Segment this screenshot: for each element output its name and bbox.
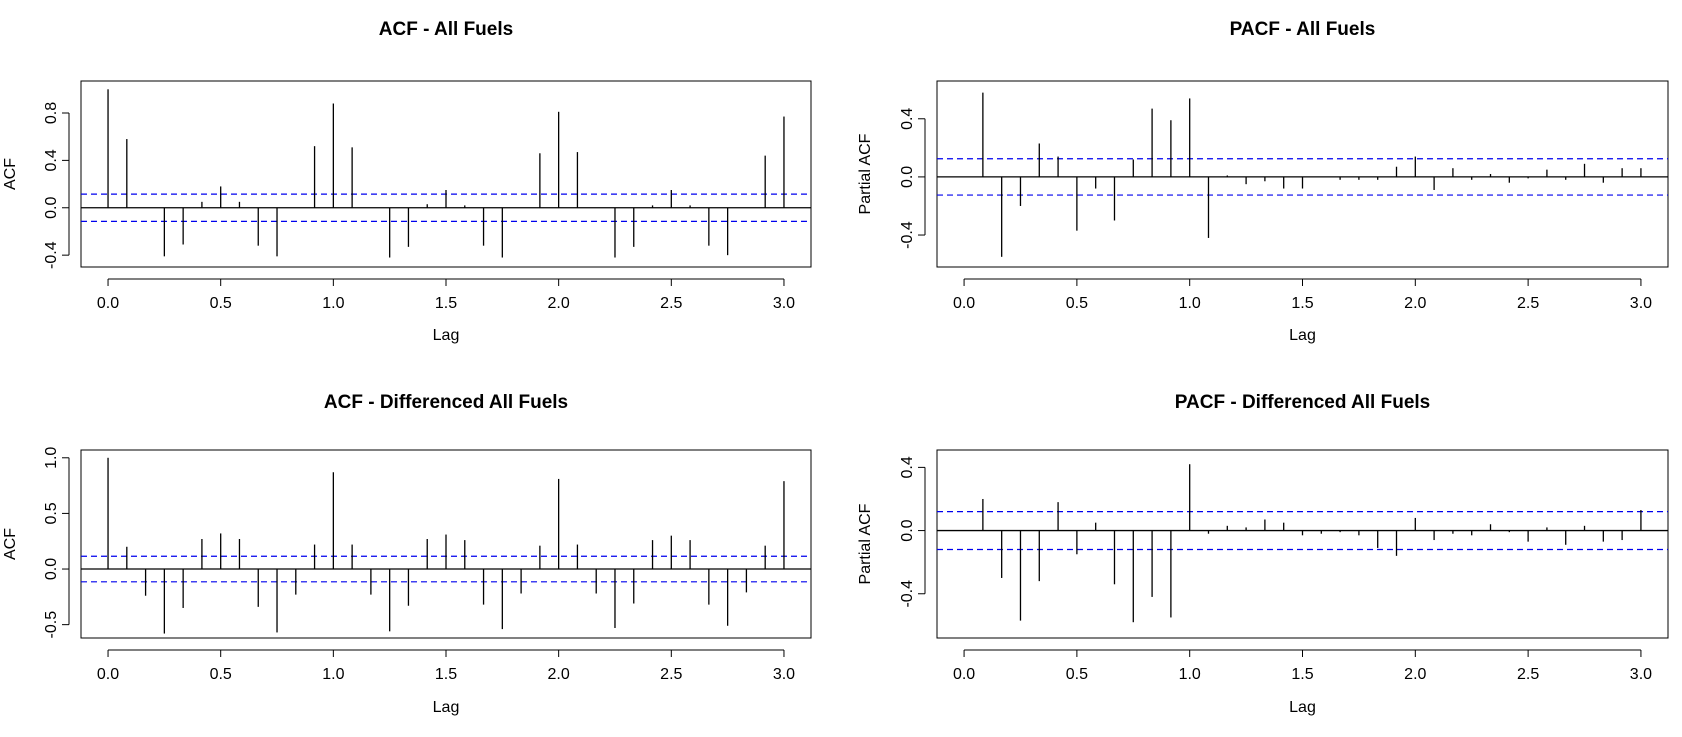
chart-3-y-axis-label: Partial ACF [857,503,874,584]
chart-1-x-tick-label: 2.5 [1517,295,1539,312]
chart-0-y-axis-label: ACF [2,158,19,190]
chart-1-x-tick-label: 3.0 [1630,295,1652,312]
chart-2-x-tick-label: 0.5 [210,666,232,683]
chart-2-y-tick-label: 0.0 [43,558,60,580]
chart-2-x-tick-label: 1.0 [322,666,344,683]
chart-2-title: ACF - Differenced All Fuels [324,392,568,413]
chart-3-y-tick-label: 0.4 [899,456,916,478]
chart-1-y-tick-label: 0.0 [899,166,916,188]
chart-3-x-tick-label: 0.0 [953,666,975,683]
chart-3-plot-frame [936,449,1669,639]
chart-1-x-tick-label: 1.5 [1291,295,1313,312]
chart-2-y-axis-label: ACF [2,528,19,560]
chart-3-title: PACF - Differenced All Fuels [1175,392,1430,413]
chart-1-x-tick-label: 2.0 [1404,295,1426,312]
chart-3-y-tick-label: -0.4 [899,580,916,608]
chart-2-plot-frame [80,449,812,639]
chart-1-y-axis-label: Partial ACF [857,133,874,214]
chart-0-y-tick-label: 0.4 [43,149,60,171]
chart-3-x-tick-label: 0.5 [1066,666,1088,683]
chart-1-x-tick-label: 1.0 [1179,295,1201,312]
chart-0-x-tick-label: 1.0 [322,295,344,312]
chart-0-y-tick-label: -0.4 [43,241,60,269]
chart-0-plot-frame [80,80,812,268]
chart-3-x-tick-label: 2.0 [1404,666,1426,683]
chart-3-x-tick-label: 1.0 [1179,666,1201,683]
chart-1-x-tick-label: 0.0 [953,295,975,312]
chart-0-x-tick-label: 0.0 [97,295,119,312]
chart-0-title: ACF - All Fuels [379,19,513,40]
chart-0-x-tick-label: 3.0 [773,295,795,312]
chart-2-x-tick-label: 0.0 [97,666,119,683]
chart-2-x-tick-label: 1.5 [435,666,457,683]
chart-2-x-tick-label: 2.5 [660,666,682,683]
chart-0-y-tick-label: 0.8 [43,102,60,124]
chart-3-y-tick-label: 0.0 [899,519,916,541]
chart-3-x-axis-label: Lag [1289,699,1316,716]
chart-1-x-axis-label: Lag [1289,327,1316,344]
chart-0-y-tick-label: 0.0 [43,197,60,219]
chart-1-y-tick-label: -0.4 [899,221,916,249]
chart-2-y-tick-label: 0.5 [43,502,60,524]
chart-2-y-tick-label: 1.0 [43,447,60,469]
chart-1-x-tick-label: 0.5 [1066,295,1088,312]
chart-2-y-tick-label: -0.5 [43,611,60,639]
chart-1-plot-frame [936,80,1669,268]
chart-3-x-tick-label: 3.0 [1630,666,1652,683]
chart-0-x-tick-label: 2.0 [548,295,570,312]
chart-2-x-tick-label: 3.0 [773,666,795,683]
chart-0-x-tick-label: 2.5 [660,295,682,312]
chart-3-x-tick-label: 1.5 [1291,666,1313,683]
chart-2-x-tick-label: 2.0 [548,666,570,683]
chart-3-x-tick-label: 2.5 [1517,666,1539,683]
chart-1-y-tick-label: 0.4 [899,108,916,130]
chart-2-x-axis-label: Lag [433,699,460,716]
chart-1-title: PACF - All Fuels [1230,19,1376,40]
chart-0-x-axis-label: Lag [433,327,460,344]
chart-0-x-tick-label: 0.5 [210,295,232,312]
chart-0-x-tick-label: 1.5 [435,295,457,312]
